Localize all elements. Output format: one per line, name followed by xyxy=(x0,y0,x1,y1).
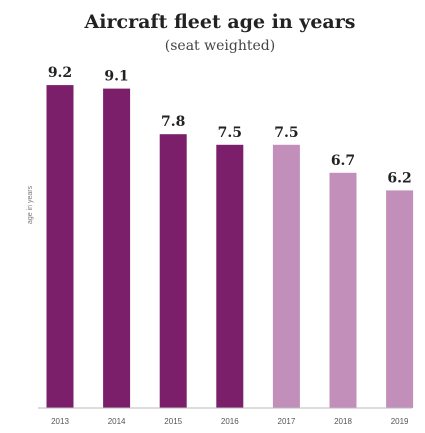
data-label-2018: 6.7 xyxy=(331,153,355,169)
data-label-2015: 7.8 xyxy=(161,114,185,130)
x-tick-label-2018: 2018 xyxy=(334,417,352,426)
x-tick-label-2014: 2014 xyxy=(108,417,126,426)
x-tick-label-2016: 2016 xyxy=(221,417,239,426)
bar-2018 xyxy=(329,172,357,408)
bar-2015 xyxy=(159,134,187,408)
x-tick-label-2017: 2017 xyxy=(278,417,296,426)
chart-title: Aircraft fleet age in years xyxy=(84,11,356,33)
x-tick-label-2019: 2019 xyxy=(391,417,409,426)
x-tick-label-2013: 2013 xyxy=(51,417,69,426)
x-tick-labels-layer: 2013 2014 2015 2016 2017 2018 2019 xyxy=(51,417,409,426)
bar-2016 xyxy=(216,144,244,409)
data-labels-layer: 9.2 9.1 7.8 7.5 7.5 6.7 6.2 xyxy=(48,65,412,186)
x-tick-label-2015: 2015 xyxy=(164,417,182,426)
y-axis-label: age in years xyxy=(27,185,34,224)
data-label-2016: 7.5 xyxy=(218,125,242,141)
data-label-2017: 7.5 xyxy=(274,125,298,141)
data-label-2013: 9.2 xyxy=(48,65,72,81)
data-label-2019: 6.2 xyxy=(387,170,411,186)
bar-2013 xyxy=(46,85,74,408)
bars-layer xyxy=(46,85,414,409)
bar-2019 xyxy=(386,190,414,408)
chart-subtitle: (seat weighted) xyxy=(165,38,275,54)
bar-2017 xyxy=(272,144,300,409)
data-label-2014: 9.1 xyxy=(104,69,128,85)
bar-2014 xyxy=(103,88,131,408)
